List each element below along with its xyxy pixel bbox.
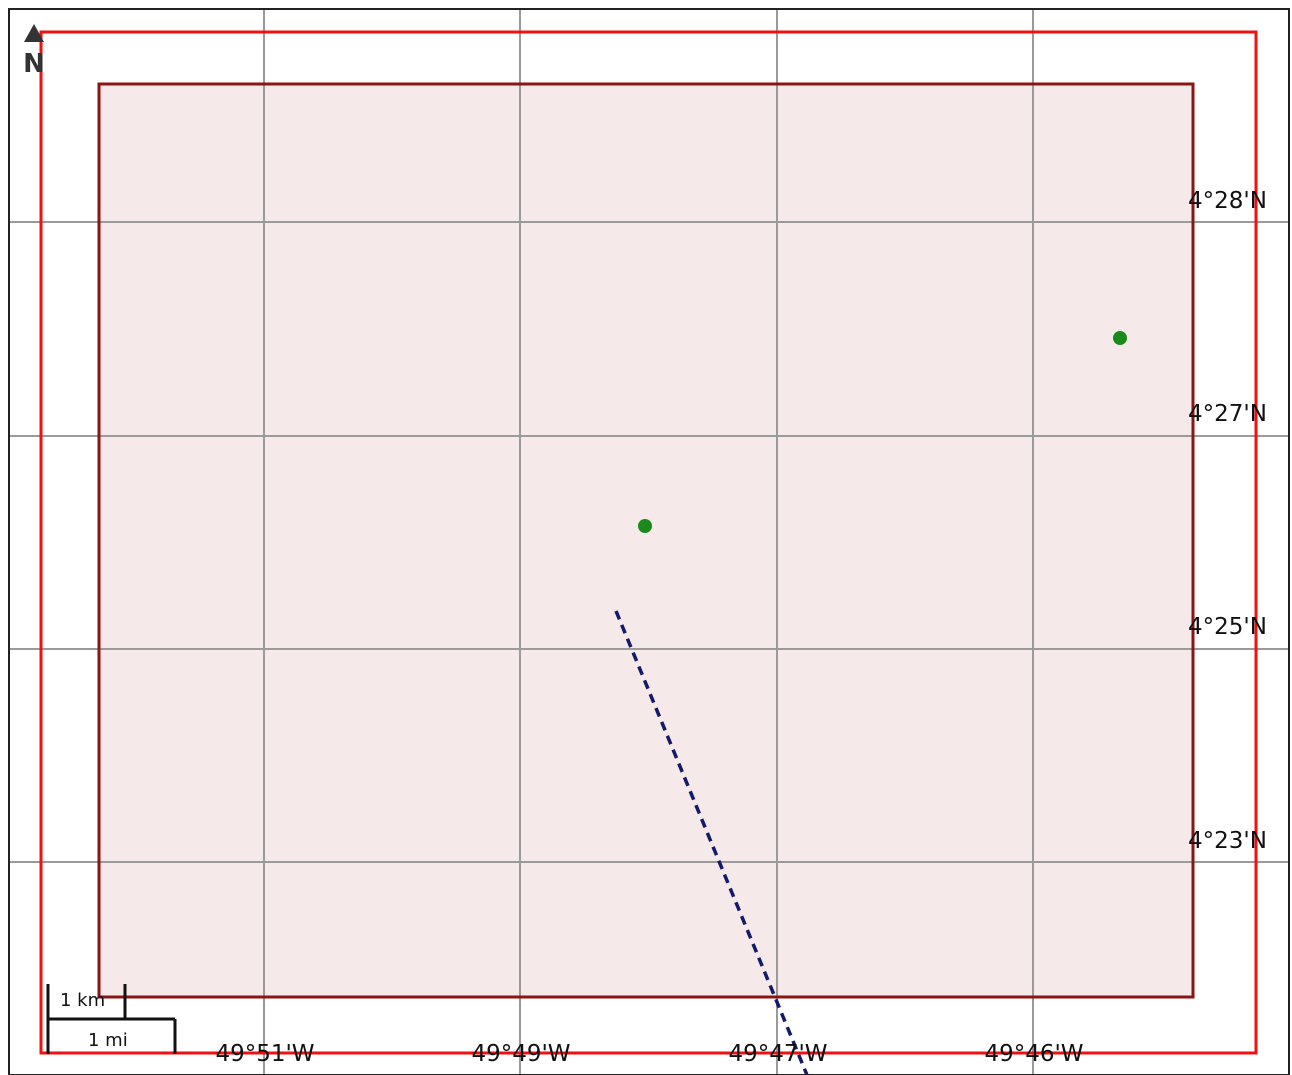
map-border <box>8 8 1290 1075</box>
point-marker-1[interactable] <box>1113 331 1127 345</box>
study-area-fill <box>99 84 1193 997</box>
graticule-parallels <box>9 221 1289 863</box>
latitude-label: 4°28'N <box>1188 188 1267 214</box>
dashed-route <box>614 610 809 1075</box>
scale-bar <box>46 984 177 1054</box>
longitude-label: 49°51'W <box>215 1041 314 1067</box>
north-arrow-label: N <box>23 49 45 79</box>
latitude-label: 4°27'N <box>1188 401 1267 427</box>
longitude-label: 49°49'W <box>471 1041 570 1067</box>
study-area-outline <box>97 82 1195 999</box>
latitude-label: 4°25'N <box>1188 614 1267 640</box>
latitude-label: 4°23'N <box>1188 828 1267 854</box>
outer-extent <box>39 30 1258 1055</box>
scale-bar-km-label: 1 km <box>60 990 105 1011</box>
longitude-label: 49°47'W <box>728 1041 827 1067</box>
point-marker-2[interactable] <box>638 519 652 533</box>
north-arrow-icon <box>24 24 44 42</box>
north-arrow: N <box>23 24 45 79</box>
graticule-meridians <box>263 9 1034 1075</box>
longitude-label: 49°46'W <box>984 1041 1083 1067</box>
scale-bar-mi-label: 1 mi <box>88 1030 128 1051</box>
